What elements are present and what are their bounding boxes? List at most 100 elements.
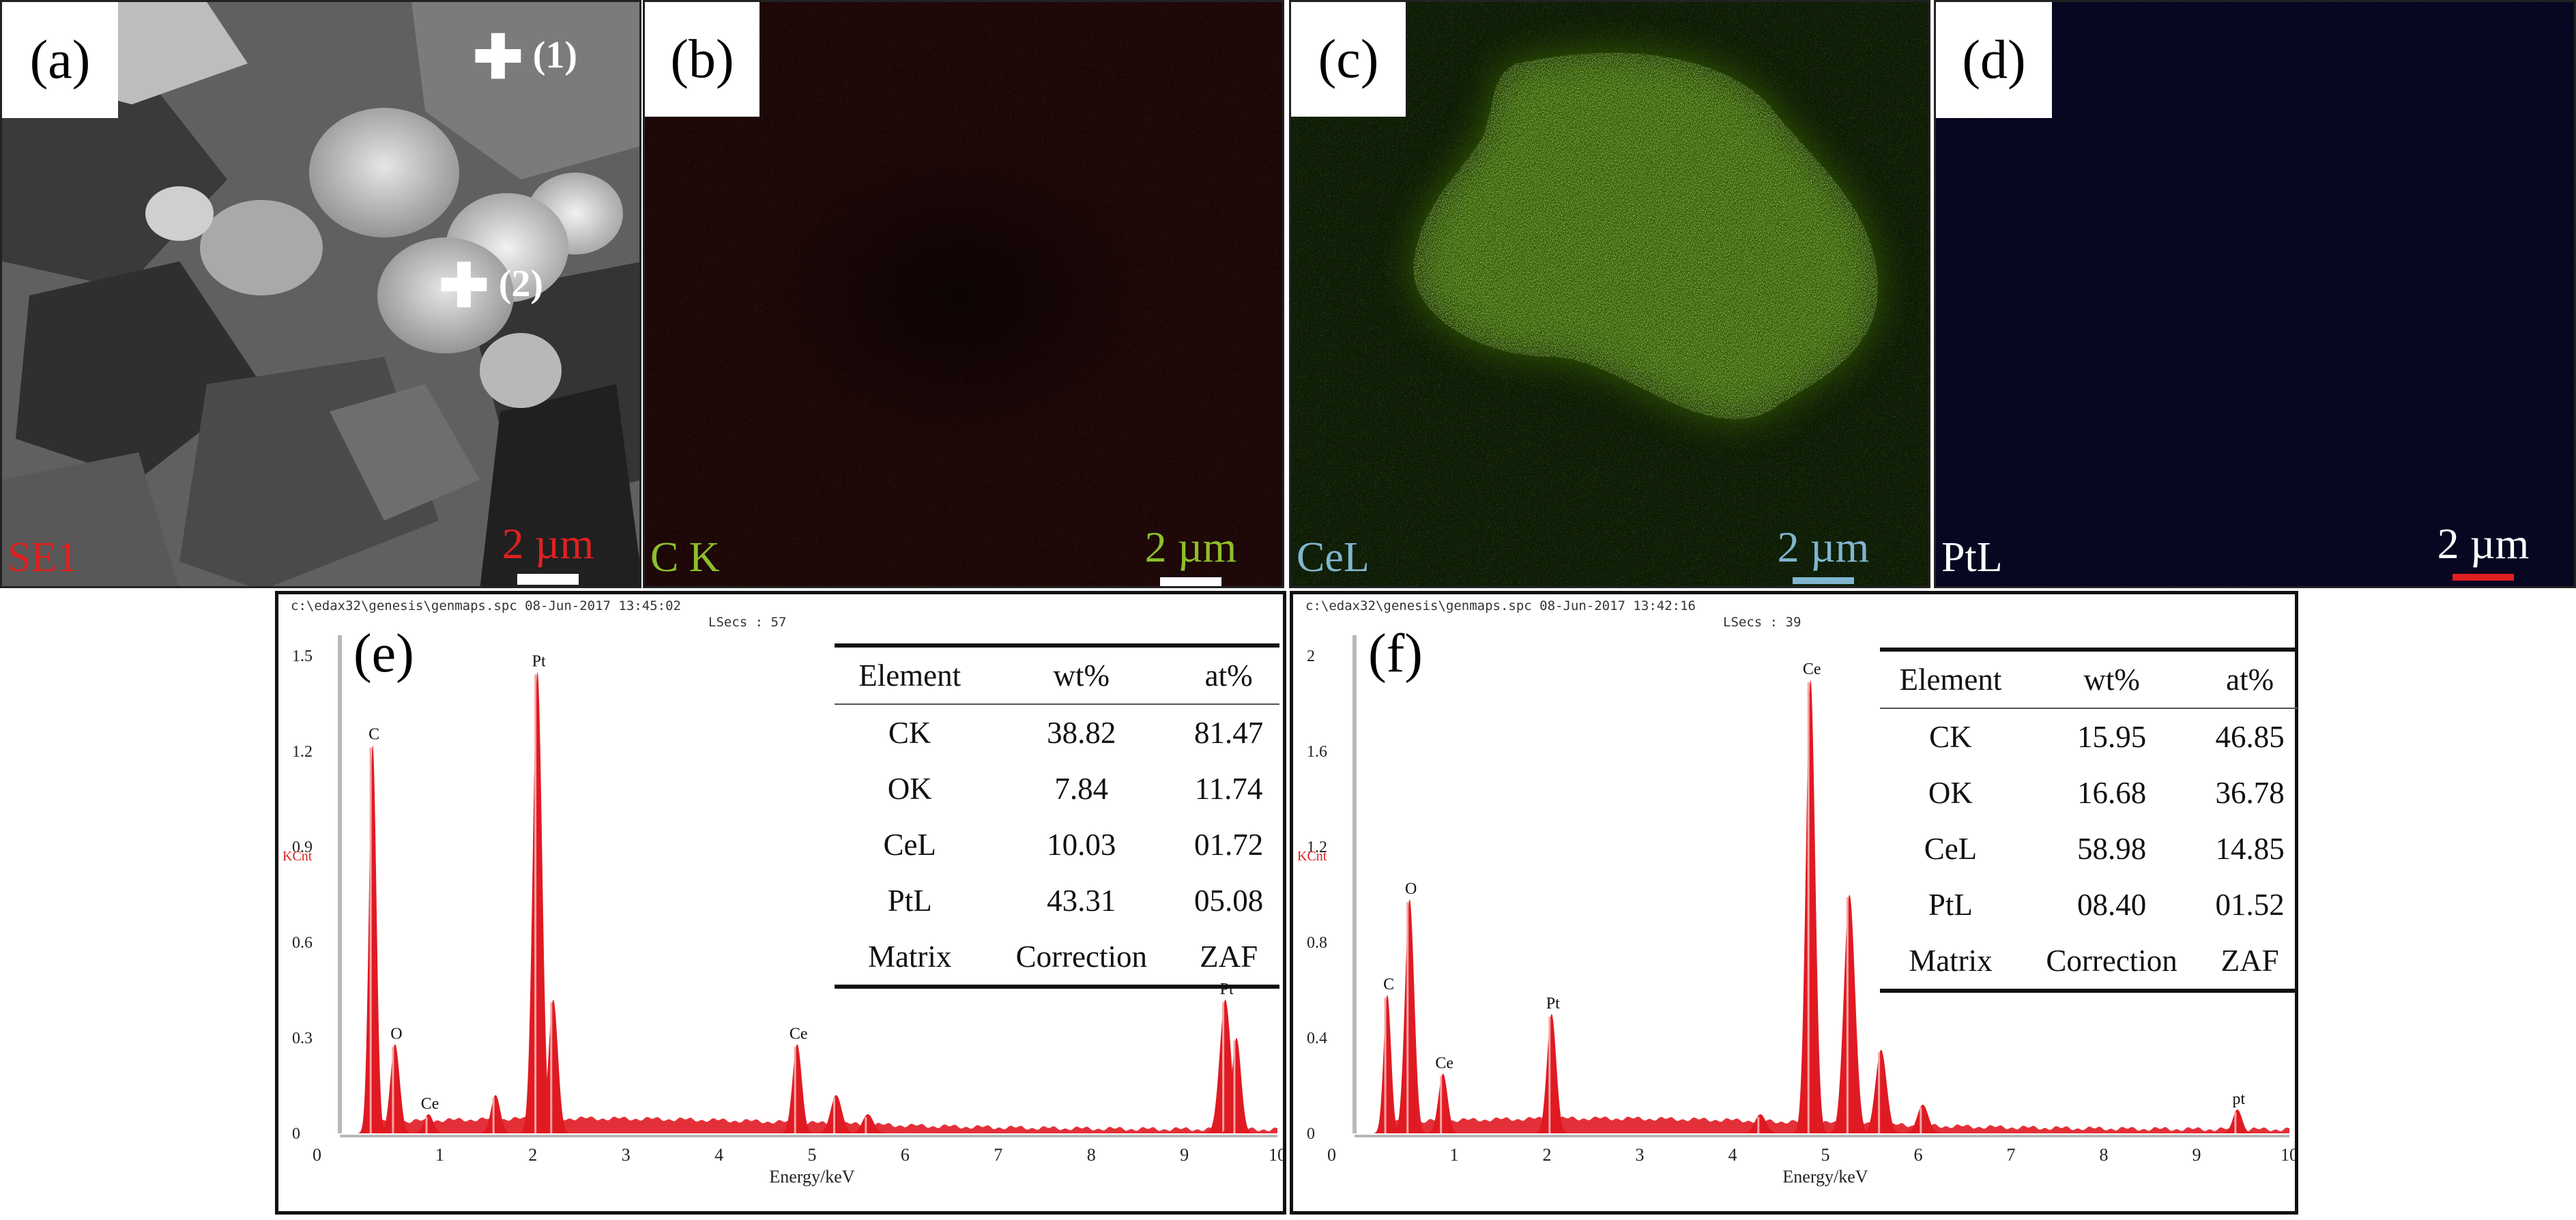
- x-tick-label: 10: [1269, 1145, 1283, 1165]
- table-cell: 7.84: [1054, 772, 1109, 806]
- table-header-row: Element wt% at%: [1880, 650, 2298, 708]
- x-tick-label: 3: [1636, 1145, 1645, 1165]
- detector-mode-label: SE1: [8, 534, 78, 581]
- element-map-ce: (c) CeL 2 µm: [1289, 0, 1930, 588]
- spectrum-live-time: LSecs : 39: [1723, 615, 1801, 630]
- spectrum-header: c:\edax32\genesis\genmaps.spc 08-Jun-201…: [1305, 598, 1696, 613]
- spectrum-peak: [1391, 899, 1428, 1133]
- peak-label: C: [1383, 976, 1394, 993]
- element-label-c: C K: [650, 534, 720, 581]
- table-cell: 38.82: [1047, 716, 1116, 750]
- spectrum-peak: [1424, 1073, 1462, 1133]
- table-row: Matrix Correction ZAF: [1880, 933, 2298, 991]
- table-row: PtL 08.40 01.52: [1880, 877, 2298, 933]
- table-header: at%: [2226, 663, 2274, 697]
- spectrum-peak: [376, 1044, 414, 1133]
- y-tick-label: 1.2: [292, 743, 313, 761]
- table-cell: CK: [888, 716, 931, 750]
- spectrum-background: [365, 1116, 1277, 1133]
- table-row: CK 15.95 46.85: [1880, 708, 2298, 765]
- y-tick-label: 0.9: [292, 839, 313, 856]
- x-tick-label: 10: [2281, 1145, 2295, 1165]
- table-cell: 10.03: [1047, 828, 1116, 862]
- y-tick-label: 1.2: [1307, 839, 1327, 856]
- table-row: Matrix Correction ZAF: [835, 929, 1279, 987]
- table-cell: CeL: [1924, 832, 1978, 866]
- point-marker-2-label: (2): [498, 263, 544, 305]
- y-axis-label: KCnt: [1297, 849, 1327, 864]
- peak-label: O: [390, 1025, 402, 1043]
- scale-bar-line: [1160, 577, 1221, 586]
- spectrum-plot: 0 0.4 0.8 1.2 1.6 2 KCnt 1 2 3 4 5 6 7 8 9 10 0 Energy/keV…: [1297, 635, 2298, 1187]
- x-tick-label: 8: [2100, 1145, 2109, 1165]
- x-tick-label: 8: [1087, 1145, 1096, 1165]
- scale-bar-line: [517, 574, 579, 585]
- table-cell: Correction: [2046, 944, 2177, 978]
- y-tick-label: 1.5: [292, 648, 313, 665]
- crosshair-icon: ✚: [439, 254, 489, 321]
- x-tick-label: 7: [2007, 1145, 2016, 1165]
- table-cell: OK: [887, 772, 932, 806]
- eds-spectrum-e: c:\edax32\genesis\genmaps.spc 08-Jun-201…: [275, 591, 1286, 1215]
- table-row: PtL 43.31 05.08: [835, 873, 1279, 929]
- spectrum-peak: [409, 1114, 448, 1133]
- scale-bar-text: 2 µm: [2437, 519, 2530, 568]
- element-label-ce: CeL: [1297, 534, 1370, 581]
- peak-label: pt: [2233, 1090, 2246, 1108]
- scale-bar-text: 2 µm: [1144, 523, 1237, 571]
- table-header: Element: [1899, 663, 2002, 697]
- table-header: at%: [1204, 658, 1253, 693]
- table-row: OK 7.84 11.74: [835, 761, 1279, 817]
- spectrum-header: c:\edax32\genesis\genmaps.spc 08-Jun-201…: [291, 598, 681, 613]
- x-axis-label: Energy/keV: [769, 1167, 854, 1187]
- y-tick-label: 0: [292, 1125, 300, 1143]
- table-cell: Matrix: [867, 940, 952, 974]
- x-tick-label: 6: [1914, 1145, 1923, 1165]
- x-tick-label: 5: [808, 1145, 817, 1165]
- point-marker-1: ✚ (1): [473, 29, 577, 89]
- table-header: wt%: [1053, 658, 1110, 693]
- table-cell: Matrix: [1909, 944, 1993, 978]
- table-cell: 36.78: [2215, 776, 2285, 810]
- scale-bar-c: 2 µm: [1769, 524, 1878, 584]
- scale-bar-text: 2 µm: [1777, 523, 1870, 571]
- table-cell: 05.08: [1193, 884, 1264, 918]
- eds-spectrum-f: c:\edax32\genesis\genmaps.spc 08-Jun-201…: [1290, 591, 2298, 1215]
- table-cell: OK: [1928, 776, 1973, 810]
- spectrum-peak: [1217, 1038, 1256, 1133]
- table-cell: 58.98: [2076, 832, 2147, 866]
- spectrum-peak: [1858, 1049, 1904, 1133]
- peak-label: Pt: [1220, 981, 1234, 998]
- table-row: CK 38.82 81.47: [835, 704, 1279, 761]
- y-tick-label: 0.8: [1307, 934, 1327, 952]
- spectrum-plot: 0 0.3 0.6 0.9 1.2 1.5 KCnt 1 2 3 4 5 6 7 8 9 10 0 Energy/k…: [283, 635, 1286, 1187]
- element-map-pt: (d) PtL 2 µm: [1934, 0, 2576, 588]
- x-tick-label: 1: [435, 1145, 444, 1165]
- x-tick-label: 7: [994, 1145, 1002, 1165]
- peak-label: O: [1405, 880, 1417, 898]
- panel-label-f: (f): [1368, 624, 1423, 684]
- x-tick-label: 4: [1728, 1145, 1737, 1165]
- peak-label: Ce: [1435, 1055, 1453, 1073]
- scale-bar-line: [2452, 574, 2514, 581]
- table-cell: ZAF: [2220, 944, 2279, 978]
- x-tick-label: 2: [1543, 1145, 1552, 1165]
- spectrum-peak: [1900, 1105, 1945, 1133]
- spectrum-peak: [1792, 680, 1829, 1133]
- spectrum-peak: [813, 1095, 859, 1133]
- scale-bar-text: 2 µm: [502, 519, 594, 568]
- scale-bar-a: 2 µm: [493, 521, 603, 585]
- sem-image-panel: (a) ✚ (1) ✚ (2) SE1 2 µm: [0, 0, 641, 588]
- spectrum-peak: [358, 744, 388, 1133]
- table-cell: ZAF: [1200, 940, 1258, 974]
- panel-label-c: (c): [1291, 2, 1406, 117]
- composition-table: Element wt% at% CK 38.82 81.47 OK 7.84 1…: [835, 643, 1279, 989]
- panel-label-e: (e): [353, 624, 414, 684]
- table-cell: PtL: [1928, 888, 1973, 922]
- spectrum-peak: [778, 1044, 816, 1133]
- x-axis-label: Energy/keV: [1782, 1167, 1868, 1187]
- table-header-row: Element wt% at%: [835, 645, 1279, 704]
- table-cell: 11.74: [1194, 772, 1263, 806]
- x-tick-label: 2: [528, 1145, 537, 1165]
- panel-label-a: (a): [2, 2, 118, 118]
